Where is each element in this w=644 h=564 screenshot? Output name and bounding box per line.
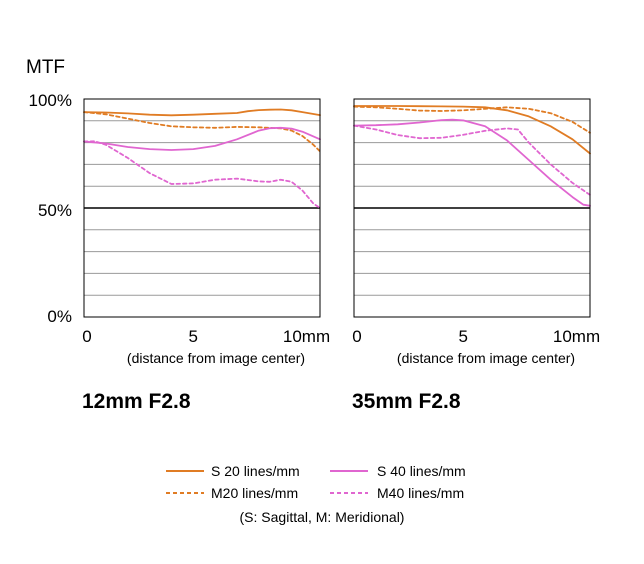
x-axis-label: (distance from image center) <box>127 350 305 366</box>
series-line-s-20-lines-mm <box>353 105 591 155</box>
series-line-m20-lines-mm <box>83 111 321 153</box>
y-tick-label-50: 50% <box>38 201 72 220</box>
panel-title: 35mm F2.8 <box>352 390 461 413</box>
panel-title: 12mm F2.8 <box>82 390 191 413</box>
chart-panel-35mm: 0 5 10mm (distance from image center) 35… <box>352 98 600 413</box>
panel-frame <box>83 98 321 318</box>
panel-grid <box>354 120 590 296</box>
legend-label-m20: M20 lines/mm <box>211 485 298 501</box>
legend-note: (S: Sagittal, M: Meridional) <box>240 509 405 525</box>
legend-label-s20: S 20 lines/mm <box>211 463 300 479</box>
panel-grid <box>84 120 320 296</box>
panel-series <box>83 108 321 209</box>
y-tick-label-100: 100% <box>29 91 72 110</box>
legend: S 20 lines/mm S 40 lines/mm M20 lines/mm… <box>166 463 466 525</box>
x-tick-label-0: 0 <box>352 327 361 346</box>
series-line-m20-lines-mm <box>353 105 591 134</box>
x-tick-label-0: 0 <box>82 327 91 346</box>
panel-series <box>353 105 591 207</box>
x-tick-label-5: 5 <box>189 327 198 346</box>
series-line-s-40-lines-mm <box>83 126 321 151</box>
series-line-m40-lines-mm <box>83 140 321 209</box>
series-line-s-20-lines-mm <box>83 108 321 117</box>
legend-label-m40: M40 lines/mm <box>377 485 464 501</box>
series-line-m40-lines-mm <box>353 124 591 196</box>
series-line-s-40-lines-mm <box>353 118 591 207</box>
panel-frame <box>353 98 591 318</box>
x-axis-label: (distance from image center) <box>397 350 575 366</box>
chart-panel-12mm: 0 5 10mm (distance from image center) 12… <box>82 98 330 413</box>
x-tick-label-5: 5 <box>459 327 468 346</box>
y-axis-label: MTF <box>26 57 65 78</box>
legend-label-s40: S 40 lines/mm <box>377 463 466 479</box>
x-tick-label-10mm: 10mm <box>283 327 330 346</box>
x-tick-label-10mm: 10mm <box>553 327 600 346</box>
y-tick-label-0: 0% <box>47 307 72 326</box>
